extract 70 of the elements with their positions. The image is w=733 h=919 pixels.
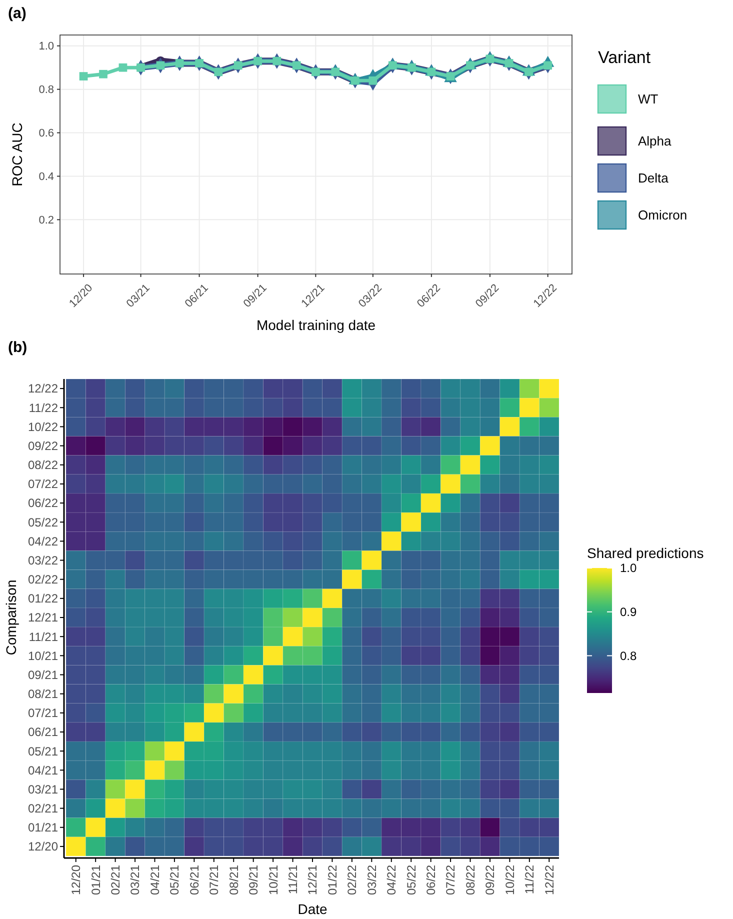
y-tick-label: 05/22 <box>28 515 58 530</box>
y-tick-label: 12/21 <box>28 610 58 625</box>
x-tick-label: 11/21 <box>286 864 300 894</box>
color-bar-label: 0.8 <box>620 648 638 663</box>
y-tick-label: 08/22 <box>28 458 58 472</box>
x-tick-label: 09/21 <box>246 864 261 896</box>
x-tick-label: 09/22 <box>483 864 498 896</box>
x-tick-label: 08/22 <box>463 864 478 896</box>
y-tick-label: 0.2 <box>38 214 54 227</box>
y-tick-label: 04/22 <box>28 534 58 548</box>
y-tick-label: 04/21 <box>28 763 58 778</box>
color-bar-label: 1.0 <box>620 561 638 576</box>
y-tick-label: 09/21 <box>28 668 58 682</box>
x-tick-label: 06/22 <box>424 864 438 896</box>
x-tick-label: 10/22 <box>502 864 517 896</box>
x-tick-label: 12/20 <box>69 864 84 896</box>
legend-label: Delta <box>638 170 670 186</box>
legend-title: Variant <box>598 48 651 67</box>
x-tick-label: 03/21 <box>128 864 142 896</box>
y-tick-label: 10/21 <box>28 648 58 663</box>
legend-label: WT <box>638 92 658 107</box>
x-axis-title: Model training date <box>256 317 376 333</box>
chart-title: (a) <box>8 5 26 22</box>
y-tick-label: 09/22 <box>28 438 58 453</box>
y-tick-label: 12/22 <box>28 382 58 396</box>
x-tick-label: 08/21 <box>226 864 241 896</box>
x-tick-label: 11/22 <box>522 864 537 894</box>
y-tick-label: 10/22 <box>28 420 58 434</box>
x-tick-label: 02/22 <box>345 864 360 896</box>
y-tick-label: 01/21 <box>28 820 58 835</box>
y-tick-label: 08/21 <box>28 687 58 702</box>
y-tick-label: 0.6 <box>38 128 54 140</box>
x-tick-label: 04/21 <box>148 864 162 896</box>
y-axis-title: ROC AUC <box>9 122 25 186</box>
y-tick-label: 07/22 <box>28 477 58 492</box>
x-tick-label: 12/22 <box>542 864 556 896</box>
x-tick-label: 03/22 <box>364 864 379 896</box>
y-tick-label: 03/21 <box>28 782 58 796</box>
y-tick-label: 01/22 <box>28 592 58 606</box>
y-tick-label: 06/21 <box>28 725 58 740</box>
x-axis-title: Date <box>298 901 328 917</box>
color-bar-label: 0.9 <box>620 605 638 620</box>
chart-title: (b) <box>8 339 28 356</box>
x-tick-label: 10/21 <box>266 864 280 896</box>
y-tick-label: 03/22 <box>28 553 58 568</box>
x-tick-label: 07/21 <box>207 864 222 896</box>
y-tick-label: 0.8 <box>38 84 54 96</box>
y-tick-label: 11/22 <box>28 400 58 415</box>
x-tick-label: 01/22 <box>325 864 340 896</box>
color-bar-title: Shared predictions <box>587 545 704 561</box>
x-tick-label: 05/22 <box>404 864 418 896</box>
x-tick-label: 02/21 <box>108 864 122 896</box>
y-tick-label: 07/21 <box>28 706 58 720</box>
y-tick-label: 1.0 <box>38 40 54 53</box>
x-tick-label: 06/21 <box>187 864 202 896</box>
x-tick-label: 12/21 <box>306 864 320 896</box>
y-tick-label: 0.4 <box>38 171 54 184</box>
x-tick-label: 07/22 <box>444 864 458 896</box>
legend-label: Alpha <box>638 134 672 149</box>
y-tick-label: 02/22 <box>28 572 58 587</box>
x-tick-label: 04/22 <box>384 864 399 896</box>
y-tick-label: 12/20 <box>28 840 58 854</box>
legend-label: Omicron <box>638 208 688 223</box>
x-tick-label: 05/21 <box>168 864 182 896</box>
y-tick-label: 06/22 <box>28 496 58 510</box>
x-tick-label: 01/21 <box>88 864 103 896</box>
y-axis-title: Comparison <box>3 580 19 656</box>
y-tick-label: 05/21 <box>28 744 58 758</box>
y-tick-label: 02/21 <box>28 802 58 816</box>
y-tick-label: 11/21 <box>28 630 58 644</box>
